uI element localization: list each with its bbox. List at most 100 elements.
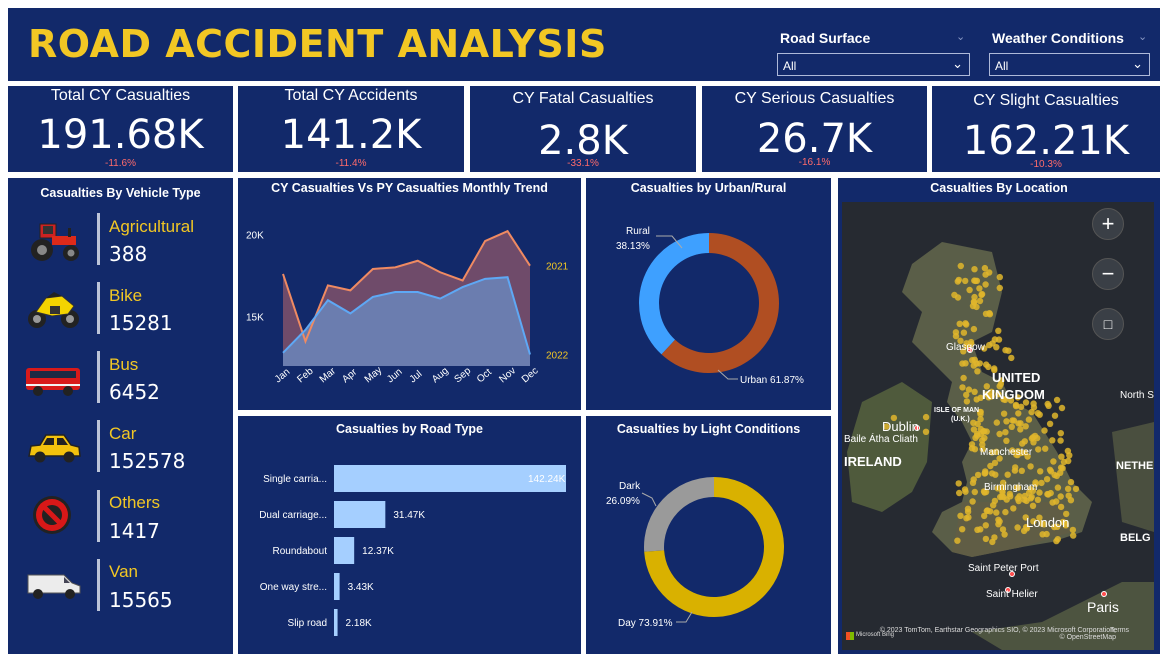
casualty-point: [972, 277, 979, 285]
urban-rural-visual[interactable]: Casualties by Urban/Rural Rural 38.13% Urb…: [586, 178, 831, 410]
casualty-point: [1036, 411, 1043, 418]
casualty-point: [1030, 400, 1037, 407]
x-tick-label: Jul: [408, 369, 425, 386]
map-label-glasgow: Glasgow: [946, 342, 985, 353]
casualty-point: [961, 486, 969, 493]
select-area-button[interactable]: □: [1092, 308, 1124, 340]
y-tick-label: 15K: [246, 313, 264, 324]
casualty-point: [883, 423, 890, 430]
casualty-point: [1057, 437, 1064, 444]
map-canvas[interactable]: Glasgow UNITED KINGDOM ISLE OF MAN (U.K.…: [842, 202, 1154, 650]
bar-value-label: 12.37K: [362, 546, 394, 557]
casualty-point: [1003, 418, 1010, 425]
road-type-visual[interactable]: Casualties by Road Type Single carria...…: [238, 416, 581, 654]
casualty-point: [1030, 518, 1037, 525]
zoom-out-button[interactable]: −: [1092, 258, 1124, 290]
casualty-point: [956, 320, 963, 327]
casualty-point: [962, 360, 969, 367]
casualty-point: [980, 428, 987, 435]
casualty-point: [952, 332, 960, 340]
weather-conditions-dropdown[interactable]: All ⌄: [989, 53, 1150, 76]
casualty-point: [1028, 493, 1035, 501]
kpi-delta: -11.6%: [105, 158, 136, 169]
casualty-point: [1058, 453, 1065, 460]
map-terms-link[interactable]: Terms: [1110, 627, 1130, 634]
divider: [97, 351, 100, 403]
vehicle-value: 152578: [109, 449, 186, 473]
x-tick-label: May: [363, 365, 385, 386]
casualty-point: [1019, 440, 1026, 447]
divider: [97, 420, 100, 472]
casualty-point: [969, 357, 976, 364]
city-marker: [967, 347, 973, 353]
y-tick-label: 20K: [246, 230, 264, 241]
kpi-card-fatal-casualties[interactable]: CY Fatal Casualties 2.8K -33.1%: [470, 86, 696, 172]
casualty-point: [982, 522, 989, 529]
kpi-card-slight-casualties[interactable]: CY Slight Casualties 162.21K -10.3%: [932, 86, 1160, 172]
casualty-point: [960, 329, 968, 336]
casualty-point: [1045, 402, 1052, 409]
casualty-point: [999, 526, 1007, 533]
casualty-point: [996, 518, 1003, 525]
zoom-in-button[interactable]: +: [1092, 208, 1124, 240]
leader-line: [656, 235, 683, 249]
casualty-point: [1042, 445, 1049, 452]
location-map-visual[interactable]: Casualties By Location Glasgow UNITED KI…: [838, 178, 1160, 654]
x-tick-label: Feb: [295, 366, 316, 386]
casualty-point: [1002, 429, 1009, 436]
bar-category-label: Roundabout: [273, 546, 328, 557]
casualty-point: [1018, 467, 1025, 474]
casualty-point: [1065, 457, 1072, 465]
vehicle-value: 15565: [109, 588, 173, 612]
casualty-point: [1070, 532, 1077, 539]
casualty-point: [983, 361, 990, 368]
casualty-point: [1003, 437, 1010, 444]
bus-icon: [24, 358, 84, 404]
casualty-point: [955, 480, 962, 487]
casualty-point: [995, 327, 1002, 334]
casualty-point: [1014, 484, 1022, 492]
casualty-point: [1045, 491, 1052, 498]
casualty-point: [1064, 447, 1072, 455]
vehicle-type-panel[interactable]: Casualties By Vehicle Type Agricultural …: [8, 178, 233, 654]
kpi-delta: -10.3%: [1030, 159, 1062, 170]
casualty-point: [970, 426, 978, 433]
casualty-point: [1036, 489, 1043, 496]
map-label-paris: Paris: [1087, 599, 1119, 615]
x-tick-label: Apr: [340, 366, 360, 385]
casualty-point: [986, 269, 993, 276]
light-conditions-visual[interactable]: Casualties by Light Conditions Dark 26.09…: [586, 416, 831, 654]
casualty-point: [977, 526, 984, 533]
casualty-point: [965, 386, 973, 393]
casualty-point: [976, 285, 983, 292]
road-surface-dropdown[interactable]: All ⌄: [777, 53, 970, 76]
weather-conditions-collapse-icon[interactable]: ⌄: [1138, 31, 1148, 43]
casualty-point: [1049, 437, 1056, 444]
trend-chart-title: CY Casualties Vs PY Casualties Monthly T…: [271, 181, 548, 195]
vehicle-name: Others: [109, 493, 161, 512]
slice-value-label: Urban 61.87%: [740, 375, 804, 386]
city-marker: [1005, 587, 1011, 593]
casualty-point: [1000, 410, 1008, 417]
divider: [97, 213, 100, 265]
road-type-bar: [334, 465, 566, 492]
car-icon: [24, 426, 84, 472]
vehicle-name: Bike: [109, 286, 143, 305]
map-label-uk-abbr: (U.K.): [951, 416, 970, 423]
casualty-point: [954, 537, 961, 544]
vehicle-panel-title: Casualties By Vehicle Type: [40, 186, 201, 200]
monthly-trend-visual[interactable]: CY Casualties Vs PY Casualties Monthly T…: [238, 178, 581, 410]
casualty-point: [1067, 478, 1075, 486]
kpi-card-total-accidents[interactable]: Total CY Accidents 141.2K -11.4%: [238, 86, 464, 172]
casualty-point: [981, 512, 988, 520]
minus-icon: −: [1101, 261, 1115, 286]
road-surface-collapse-icon[interactable]: ⌄: [956, 31, 966, 43]
casualty-point: [957, 337, 964, 344]
kpi-delta: -16.1%: [798, 157, 831, 168]
casualty-point: [1001, 531, 1008, 538]
donut-slice-urban: [661, 233, 779, 373]
kpi-card-total-casualties[interactable]: Total CY Casualties 191.68K -11.6%: [8, 86, 233, 172]
kpi-card-serious-casualties[interactable]: CY Serious Casualties 26.7K -16.1%: [702, 86, 927, 172]
casualty-point: [1038, 479, 1045, 487]
divider: [97, 490, 100, 542]
